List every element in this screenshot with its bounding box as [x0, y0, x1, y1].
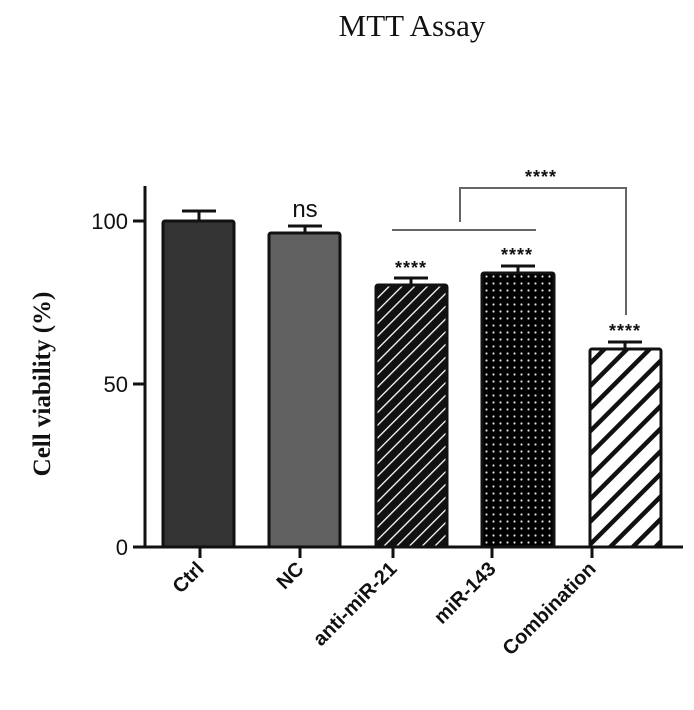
- y-tick-100: 100: [91, 209, 128, 234]
- x-label-mir-143: miR-143: [430, 558, 501, 629]
- bar-combination: ****: [588, 321, 663, 549]
- sig-bracket: ****: [525, 167, 557, 187]
- y-tick-0: 0: [116, 535, 128, 560]
- x-label-anti-mir-21: anti-miR-21: [309, 558, 402, 651]
- bar-anti-mir-21: ****: [374, 258, 449, 549]
- y-axis: 100 50 0: [91, 186, 147, 560]
- ns-annotation: ns: [292, 196, 317, 223]
- bar-ctrl: [161, 209, 236, 549]
- sig-anti-mir-21: ****: [395, 258, 427, 278]
- y-tick-50: 50: [104, 372, 128, 397]
- x-label-nc: NC: [273, 558, 309, 594]
- chart-title: MTT Assay: [338, 8, 486, 43]
- x-label-ctrl: Ctrl: [169, 558, 209, 598]
- sig-mir-143: ****: [501, 245, 533, 265]
- x-tick-labels: Ctrl NC anti-miR-21 miR-143 Combination: [169, 558, 601, 660]
- bar-nc: ns: [267, 196, 342, 549]
- comparison-bracket: ****: [392, 167, 627, 315]
- x-label-combination: Combination: [499, 558, 601, 660]
- bar-mir-143: ****: [480, 245, 556, 549]
- sig-combination: ****: [609, 321, 641, 341]
- x-axis: [144, 545, 683, 558]
